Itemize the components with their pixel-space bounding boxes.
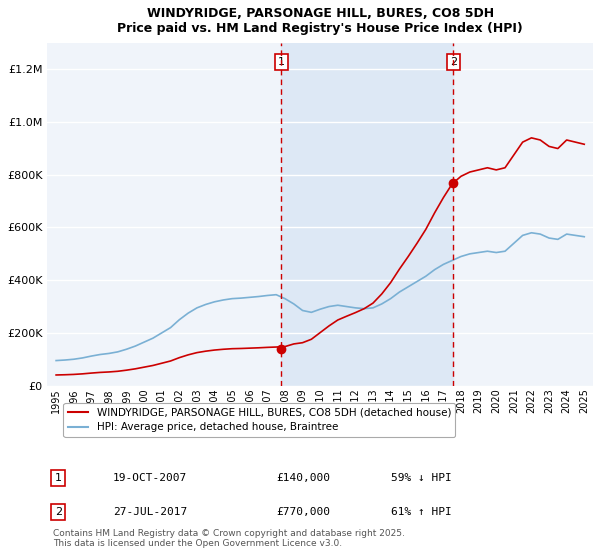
Text: 1: 1 xyxy=(278,57,285,67)
Text: £140,000: £140,000 xyxy=(277,473,331,483)
Text: 59% ↓ HPI: 59% ↓ HPI xyxy=(391,473,452,483)
Bar xyxy=(281,43,454,386)
Legend: WINDYRIDGE, PARSONAGE HILL, BURES, CO8 5DH (detached house), HPI: Average price,: WINDYRIDGE, PARSONAGE HILL, BURES, CO8 5… xyxy=(64,403,455,437)
Text: 19-OCT-2007: 19-OCT-2007 xyxy=(113,473,187,483)
Text: 2: 2 xyxy=(55,507,62,517)
Text: £770,000: £770,000 xyxy=(277,507,331,517)
Title: WINDYRIDGE, PARSONAGE HILL, BURES, CO8 5DH
Price paid vs. HM Land Registry's Hou: WINDYRIDGE, PARSONAGE HILL, BURES, CO8 5… xyxy=(118,7,523,35)
Text: 27-JUL-2017: 27-JUL-2017 xyxy=(113,507,187,517)
Text: 61% ↑ HPI: 61% ↑ HPI xyxy=(391,507,452,517)
Text: 1: 1 xyxy=(55,473,62,483)
Text: 2: 2 xyxy=(450,57,457,67)
Text: Contains HM Land Registry data © Crown copyright and database right 2025.
This d: Contains HM Land Registry data © Crown c… xyxy=(53,529,404,548)
